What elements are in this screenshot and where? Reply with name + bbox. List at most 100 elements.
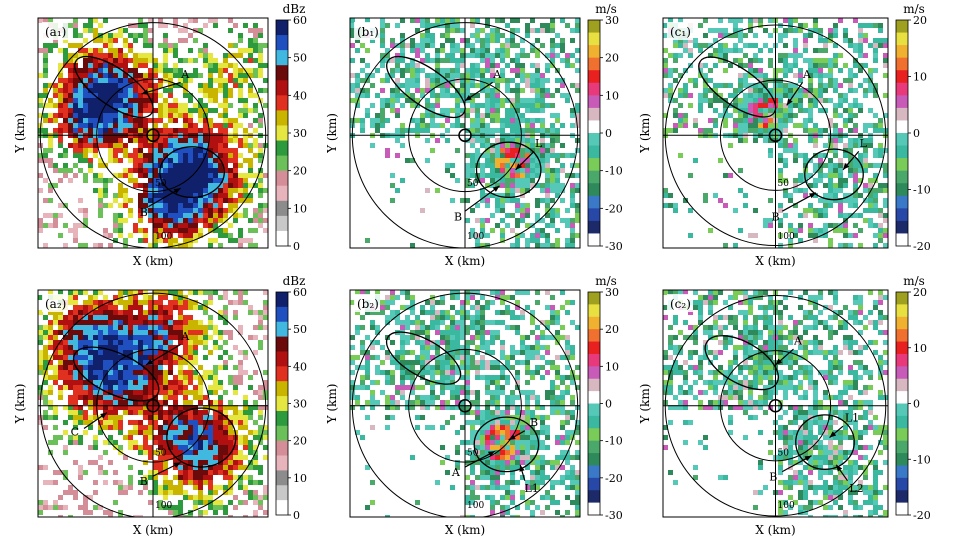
panel-label: (c₁) xyxy=(670,25,691,39)
colorbar-segment xyxy=(588,428,600,442)
plot-border xyxy=(662,17,889,249)
colorbar-segment xyxy=(896,133,908,147)
colorbar-tick-label: 50 xyxy=(293,52,307,65)
colorbar-tick-label: 10 xyxy=(913,342,927,355)
colorbar-tick-label: -20 xyxy=(605,202,623,215)
colorbar-tick-label: 30 xyxy=(605,14,619,27)
colorbar-segment xyxy=(588,353,600,367)
range-label-50: 50 xyxy=(155,449,167,459)
colorbar-segment xyxy=(588,45,600,59)
analysis-ellipse xyxy=(804,148,864,201)
arrow-head xyxy=(804,455,812,462)
panel-label: (c₂) xyxy=(670,297,691,311)
y-axis-label: Y (km) xyxy=(13,384,27,425)
colorbar-segment xyxy=(896,220,908,234)
arrow-head xyxy=(829,431,837,438)
annotation-label: A xyxy=(802,68,812,81)
panel-label: (b₂) xyxy=(357,297,379,311)
colorbar-segment xyxy=(588,220,600,234)
colorbar-tick-label: 50 xyxy=(293,323,307,336)
colorbar-tick-label: -20 xyxy=(913,240,931,253)
colorbar-segment xyxy=(896,502,908,516)
colorbar-tick-label: 0 xyxy=(605,398,612,411)
colorbar-segment xyxy=(588,158,600,172)
colorbar-tick-label: 20 xyxy=(913,14,927,27)
annotation-label: A xyxy=(793,334,803,347)
colorbar-segment xyxy=(896,329,908,343)
colorbar-segment xyxy=(588,133,600,147)
colorbar-segment xyxy=(276,321,288,338)
colorbar-tick-label: 30 xyxy=(293,127,307,140)
colorbar-segment xyxy=(896,304,908,318)
colorbar-segment xyxy=(276,455,288,471)
panel-label-bg xyxy=(42,22,68,40)
colorbar-segment xyxy=(896,32,908,46)
colorbar-segment xyxy=(588,120,600,134)
colorbar-tick-label: 60 xyxy=(293,286,307,299)
analysis-ellipse xyxy=(473,416,540,473)
colorbar-segment xyxy=(896,57,908,71)
colorbar-segment xyxy=(896,95,908,109)
colorbar: 20 10 0 -10 -20 m/s xyxy=(895,2,931,253)
colorbar-segment xyxy=(896,316,908,330)
analysis-ellipse xyxy=(72,346,160,402)
range-rings xyxy=(663,290,888,517)
panel-label-bg xyxy=(667,22,693,40)
colorbar-tick-label: 0 xyxy=(293,240,300,253)
colorbar-segment xyxy=(276,215,288,232)
range-rings xyxy=(350,290,580,517)
y-axis-label: Y (km) xyxy=(325,384,339,425)
colorbar-tick-label: 0 xyxy=(293,509,300,522)
colorbar-segment xyxy=(276,65,288,81)
colorbar-unit: m/s xyxy=(903,2,925,16)
colorbar-segment xyxy=(276,20,288,36)
colorbar-segment xyxy=(276,440,288,457)
range-label-50: 50 xyxy=(155,179,167,189)
panel-label: (a₂) xyxy=(45,297,66,311)
colorbar-tick-label: 0 xyxy=(913,398,920,411)
colorbar-tick-label: 40 xyxy=(293,360,307,373)
analysis-ellipse xyxy=(475,141,542,199)
plot-border xyxy=(349,17,581,249)
colorbar-tick-label: -10 xyxy=(605,165,623,178)
range-label-100: 100 xyxy=(155,232,172,242)
colorbar-tick-label: 10 xyxy=(605,360,619,373)
colorbar-tick-label: 30 xyxy=(605,286,619,299)
colorbar-segment xyxy=(276,80,288,96)
colorbar-segment xyxy=(896,477,908,491)
annotation-label: A xyxy=(180,68,190,81)
colorbar-segment xyxy=(896,465,908,479)
range-label-50: 50 xyxy=(778,449,790,459)
colorbar-segment xyxy=(588,183,600,197)
colorbar-segment xyxy=(896,378,908,392)
echo-field xyxy=(663,18,888,248)
colorbar-segment xyxy=(588,70,600,84)
colorbar-segment xyxy=(588,378,600,392)
colorbar-segment xyxy=(276,366,288,382)
colorbar-segment xyxy=(588,465,600,479)
colorbar-segment xyxy=(588,341,600,355)
range-label-50: 50 xyxy=(467,449,479,459)
colorbar-segment xyxy=(896,107,908,121)
colorbar: 60 50 40 30 20 10 0 dBz xyxy=(275,274,307,522)
range-rings xyxy=(663,18,888,248)
colorbar-tick-label: 20 xyxy=(913,286,927,299)
colorbar-unit: m/s xyxy=(903,274,925,288)
colorbar-tick-label: 10 xyxy=(293,202,307,215)
colorbar-segment xyxy=(276,410,288,427)
plot-border xyxy=(37,17,269,249)
colorbar-segment xyxy=(276,140,288,157)
arrow-head xyxy=(809,192,816,199)
colorbar-segment xyxy=(276,292,288,308)
colorbar-segment xyxy=(896,20,908,34)
colorbar-tick-label: -10 xyxy=(913,184,931,197)
colorbar-segment xyxy=(896,233,908,247)
annotation-arrow xyxy=(141,81,181,95)
arrow-head xyxy=(465,94,472,101)
arrow-head xyxy=(492,185,500,192)
colorbar-segment xyxy=(276,35,288,51)
x-axis-label: X (km) xyxy=(445,523,485,537)
colorbar-segment xyxy=(588,403,600,417)
